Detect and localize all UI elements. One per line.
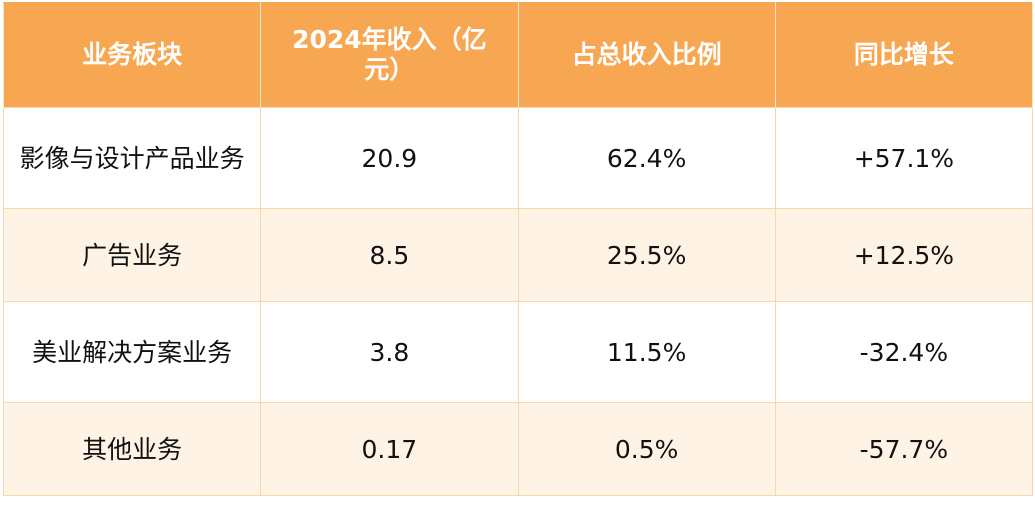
- cell-growth: -32.4%: [774, 301, 1034, 403]
- table-body: 影像与设计产品业务 20.9 62.4% +57.1% 广告业务 8.5 25.…: [2, 107, 1034, 496]
- table-row: 影像与设计产品业务 20.9 62.4% +57.1%: [2, 107, 1034, 209]
- cell-share: 25.5%: [517, 208, 776, 302]
- revenue-table: 业务板块 2024年收入（亿元） 占总收入比例 同比增长 影像与设计产品业务 2…: [2, 2, 1034, 496]
- cell-segment: 美业解决方案业务: [2, 301, 262, 403]
- cell-segment: 影像与设计产品业务: [2, 107, 262, 209]
- header-yoy-growth: 同比增长: [774, 2, 1034, 108]
- cell-revenue: 3.8: [260, 301, 519, 403]
- cell-growth: +12.5%: [774, 208, 1034, 302]
- table-row: 广告业务 8.5 25.5% +12.5%: [2, 208, 1034, 302]
- cell-share: 0.5%: [517, 402, 776, 496]
- cell-growth: -57.7%: [774, 402, 1034, 496]
- cell-share: 62.4%: [517, 107, 776, 209]
- cell-segment: 广告业务: [2, 208, 262, 302]
- header-row: 业务板块 2024年收入（亿元） 占总收入比例 同比增长: [2, 2, 1034, 108]
- cell-segment: 其他业务: [2, 402, 262, 496]
- header-segment: 业务板块: [2, 2, 262, 108]
- cell-revenue: 20.9: [260, 107, 519, 209]
- header-share: 占总收入比例: [517, 2, 776, 108]
- table-header: 业务板块 2024年收入（亿元） 占总收入比例 同比增长: [2, 2, 1034, 108]
- cell-revenue: 0.17: [260, 402, 519, 496]
- cell-share: 11.5%: [517, 301, 776, 403]
- cell-growth: +57.1%: [774, 107, 1034, 209]
- header-revenue-2024: 2024年收入（亿元）: [260, 2, 519, 108]
- cell-revenue: 8.5: [260, 208, 519, 302]
- table-row: 其他业务 0.17 0.5% -57.7%: [2, 402, 1034, 496]
- table-row: 美业解决方案业务 3.8 11.5% -32.4%: [2, 301, 1034, 403]
